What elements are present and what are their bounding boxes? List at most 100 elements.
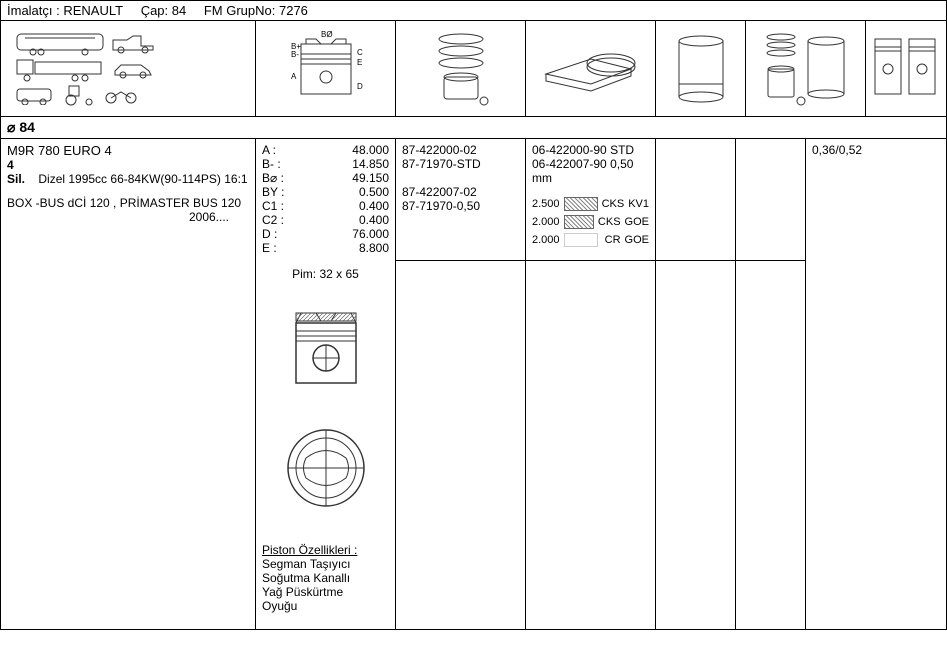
piston-rings-icon-cell <box>396 21 526 116</box>
engine-spec: Dizel 1995cc 66-84KW(90-114PS) 16:1 <box>38 172 247 186</box>
bus-icon <box>15 32 105 56</box>
piston-dimension-icon-cell: B-B+ BØ CE AD <box>256 21 396 116</box>
features-title: Piston Özellikleri : <box>262 543 389 557</box>
dim-value: 14.850 <box>292 157 389 171</box>
header-bar: İmalatçı : RENAULT Çap: 84 FM GrupNo: 72… <box>1 1 946 21</box>
kit-icon-cell <box>746 21 866 116</box>
pickup-icon <box>111 34 155 54</box>
dimensions-column: A :48.000B- :14.850B⌀ :49.150BY :0.500C1… <box>256 139 396 629</box>
piston-rings-icon <box>426 29 496 109</box>
feature-line: Yağ Püskürtme <box>262 585 389 599</box>
feature-line: Soğutma Kanallı <box>262 571 389 585</box>
liner-icon-cell <box>656 21 746 116</box>
dimension-row: E :8.800 <box>262 241 389 255</box>
dimension-row: B⌀ :49.150 <box>262 171 389 185</box>
piston-side-view-icon <box>281 303 371 393</box>
data-row: M9R 780 EURO 4 4 Sil. Dizel 1995cc 66-84… <box>1 139 946 629</box>
svg-text:A: A <box>291 72 297 81</box>
truck-icon <box>15 58 105 82</box>
piston-pair-icon-cell <box>866 21 946 116</box>
dim-key: C1 : <box>262 199 292 213</box>
dim-key: A : <box>262 143 292 157</box>
dim-value: 0.500 <box>292 185 389 199</box>
ring-code2: GOE <box>625 216 649 228</box>
piston-pair-icon <box>871 29 941 109</box>
part-number <box>402 171 519 185</box>
parts1-column: 87-422000-0287-71970-STD 87-422007-0287-… <box>396 139 526 629</box>
piston-features: Piston Özellikleri : Segman TaşıyıcıSoğu… <box>262 543 389 613</box>
motorcycle-icon <box>103 86 139 104</box>
dim-value: 0.400 <box>292 199 389 213</box>
ring-spec-row: 2.000 CR GOE <box>532 233 649 247</box>
diameter: Çap: 84 <box>141 3 187 18</box>
vehicles-icon-cell <box>1 21 256 116</box>
dim-key: C2 : <box>262 213 292 227</box>
tractor-icon <box>61 84 97 106</box>
part-number: 87-422000-02 <box>402 143 519 157</box>
dim-key: BY : <box>262 185 292 199</box>
svg-text:BØ: BØ <box>321 30 333 39</box>
empty-column-2 <box>736 139 806 629</box>
ring-profile-icon <box>564 215 594 229</box>
car-icon <box>111 61 155 79</box>
ring-spec-row: 2.500 CKSKV1 <box>532 197 649 211</box>
ring-width: 2.000 <box>532 216 560 228</box>
cylinder-label: Sil. <box>7 172 25 186</box>
svg-text:C: C <box>357 48 363 57</box>
weight-column: 0,36/0,52 <box>806 139 946 629</box>
dimension-row: D :76.000 <box>262 227 389 241</box>
dim-value: 76.000 <box>292 227 389 241</box>
feature-line: Oyuğu <box>262 599 389 613</box>
feature-line: Segman Taşıyıcı <box>262 557 389 571</box>
liner-icon <box>671 29 731 109</box>
category-icon-row: B-B+ BØ CE AD <box>1 21 946 117</box>
ring-profile-icon <box>564 233 598 247</box>
ring-code2: KV1 <box>628 198 649 210</box>
engine-column: M9R 780 EURO 4 4 Sil. Dizel 1995cc 66-84… <box>1 139 256 629</box>
ring-set-icon <box>536 39 646 99</box>
part-number: 87-71970-0,50 <box>402 199 519 213</box>
dim-key: E : <box>262 241 292 255</box>
ring-code1: CKS <box>602 198 625 210</box>
dim-key: B- : <box>262 157 292 171</box>
ring-set-icon-cell <box>526 21 656 116</box>
part-number: 87-422007-02 <box>402 185 519 199</box>
dim-value: 48.000 <box>292 143 389 157</box>
part-number: 06-422007-90 0,50 mm <box>532 157 649 185</box>
dimension-row: C1 :0.400 <box>262 199 389 213</box>
dim-value: 49.150 <box>292 171 389 185</box>
group-no: FM GrupNo: 7276 <box>204 3 308 18</box>
ring-code1: CKS <box>598 216 621 228</box>
year: 2006.... <box>7 210 249 224</box>
dim-value: 8.800 <box>292 241 389 255</box>
svg-text:B+: B+ <box>291 42 301 51</box>
engine-model: M9R 780 EURO 4 <box>7 143 249 158</box>
pin-spec: Pim: 32 x 65 <box>262 267 389 281</box>
catalog-page: İmalatçı : RENAULT Çap: 84 FM GrupNo: 72… <box>0 0 947 630</box>
piston-top-view-icon <box>281 423 371 513</box>
weight-value: 0,36/0,52 <box>812 143 940 157</box>
manufacturer: İmalatçı : RENAULT <box>7 3 123 18</box>
svg-text:B-: B- <box>291 50 299 59</box>
piston-dimension-icon: B-B+ BØ CE AD <box>271 29 381 109</box>
ring-width: 2.000 <box>532 234 560 246</box>
kit-icon <box>756 29 856 109</box>
svg-text:D: D <box>357 82 363 91</box>
applications: BOX -BUS dCİ 120 , PRİMASTER BUS 120 <box>7 196 249 210</box>
diameter-bar: ⌀ 84 <box>1 117 946 139</box>
dimension-row: BY :0.500 <box>262 185 389 199</box>
empty-column-1 <box>656 139 736 629</box>
dim-key: B⌀ : <box>262 171 292 185</box>
ring-code1: CR <box>602 234 621 246</box>
dim-value: 0.400 <box>292 213 389 227</box>
part-number: 87-71970-STD <box>402 157 519 171</box>
ring-code2: GOE <box>625 234 649 246</box>
part-number: 06-422000-90 STD <box>532 143 649 157</box>
dimension-row: A :48.000 <box>262 143 389 157</box>
dimension-row: C2 :0.400 <box>262 213 389 227</box>
ring-width: 2.500 <box>532 198 560 210</box>
cylinder-count: 4 <box>7 158 14 172</box>
dim-key: D : <box>262 227 292 241</box>
ring-profile-icon <box>564 197 598 211</box>
rings-column: 06-422000-90 STD06-422007-90 0,50 mm 2.5… <box>526 139 656 629</box>
